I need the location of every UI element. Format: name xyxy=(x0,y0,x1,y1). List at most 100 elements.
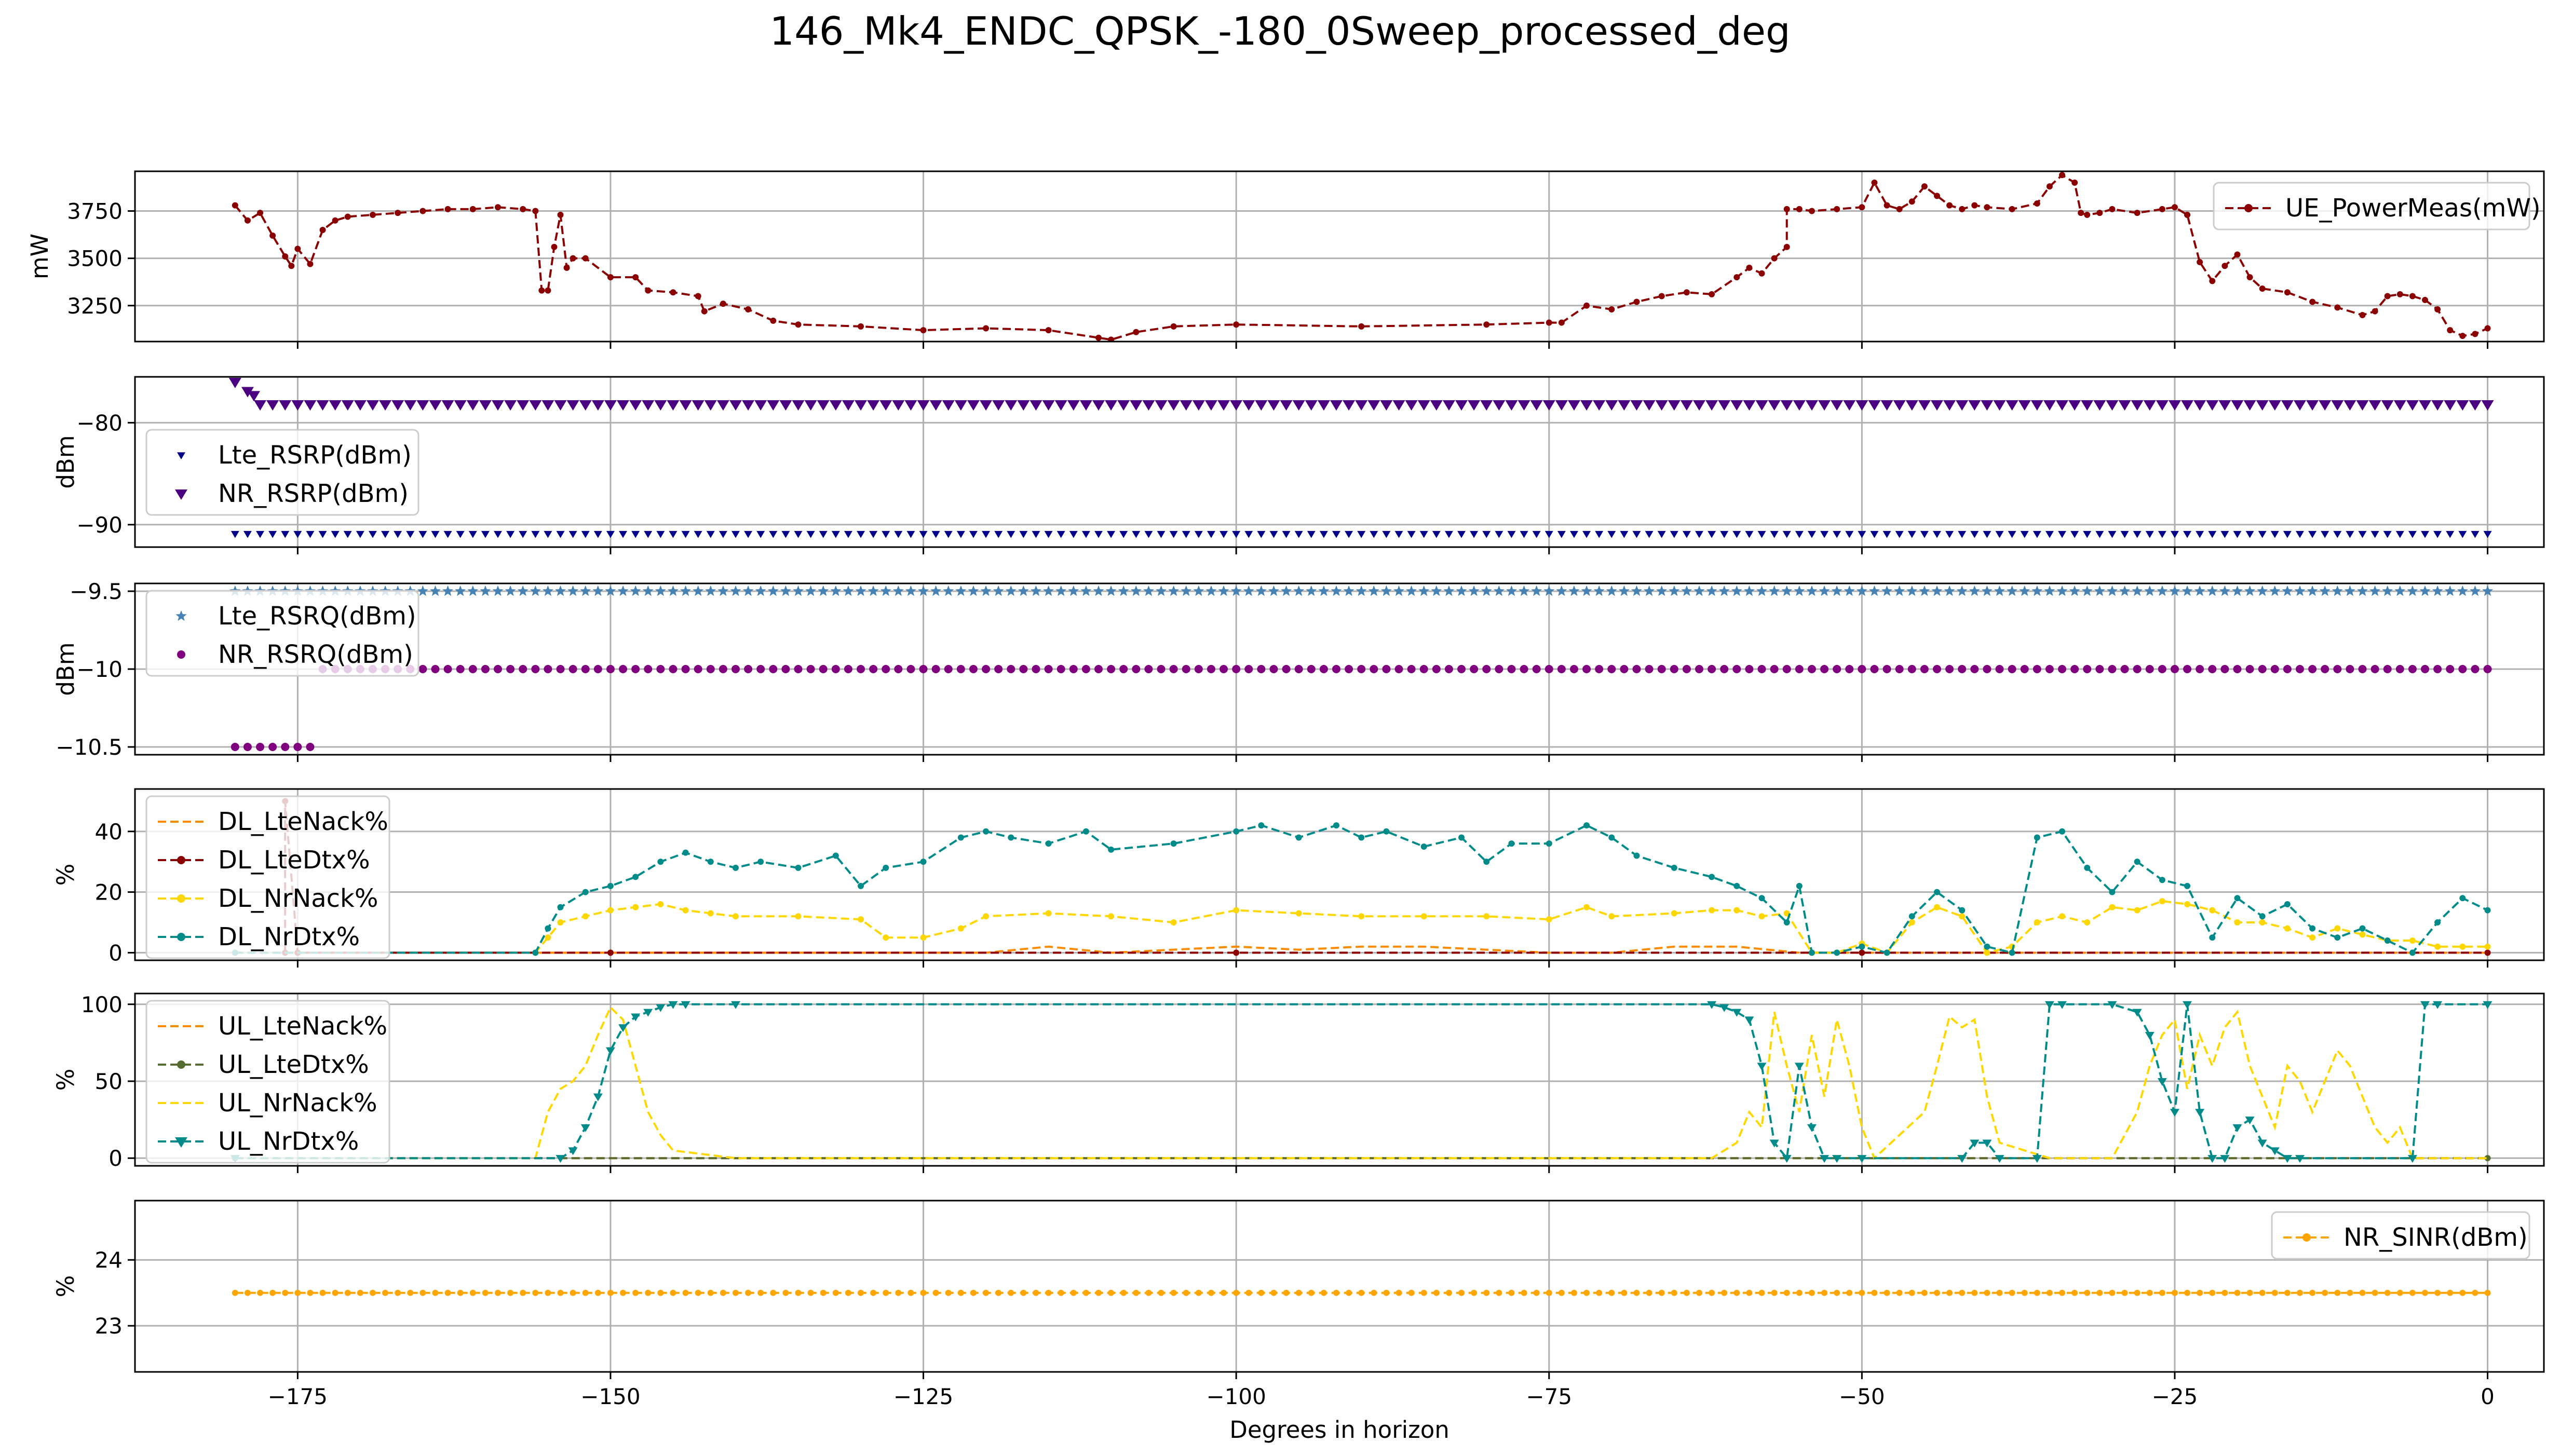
series-nr-sinr-dbm--point xyxy=(632,1289,639,1296)
series-nr-sinr-dbm--point xyxy=(2121,1289,2128,1296)
series-lte-rsrp-dbm--point xyxy=(1207,530,1215,538)
series-lte-rsrp-dbm--point xyxy=(1169,530,1178,538)
series-lte-rsrq-dbm--point xyxy=(580,585,591,596)
series-ue-powermeas-mw--point xyxy=(1959,206,1966,212)
series-dl-nrnack--point xyxy=(1233,907,1240,914)
series-lte-rsrq-dbm--point xyxy=(1543,585,1555,596)
series-nr-rsrp-dbm--point xyxy=(1555,400,1568,411)
series-nr-rsrq-dbm--point xyxy=(882,665,890,673)
series-lte-rsrq-dbm--point xyxy=(1994,585,2006,596)
series-nr-sinr-dbm--point xyxy=(1295,1289,1302,1296)
legend: Lte_RSRP(dBm) NR_RSRP(dBm) xyxy=(145,429,419,516)
series-nr-rsrq-dbm--point xyxy=(744,665,753,673)
series-nr-rsrp-dbm--point xyxy=(517,400,530,411)
series-dl-nrnack--point xyxy=(607,907,614,914)
series-nr-sinr-dbm--point xyxy=(1258,1289,1265,1296)
series-nr-rsrq-dbm--point xyxy=(2270,665,2279,673)
series-dl-nrdtx--point xyxy=(2209,934,2216,941)
series-lte-rsrq-dbm--point xyxy=(730,585,741,596)
series-lte-rsrq-dbm--point xyxy=(1969,585,1980,596)
series-ul-nrdtx--point xyxy=(2245,1117,2255,1125)
series-lte-rsrq-dbm--point xyxy=(2432,585,2443,596)
series-lte-rsrq-dbm--point xyxy=(1518,585,1530,596)
y-tick-label: 40 xyxy=(95,819,123,845)
series-ul-nrdtx--point xyxy=(2107,1001,2117,1009)
series-nr-rsrp-dbm--point xyxy=(341,400,354,411)
series-nr-rsrp-dbm--point xyxy=(2319,400,2332,411)
series-nr-sinr-dbm--point xyxy=(2296,1289,2303,1296)
series-nr-rsrp-dbm--point xyxy=(704,400,717,411)
series-lte-rsrp-dbm--point xyxy=(2383,530,2392,538)
series-ue-powermeas-mw--point xyxy=(1733,274,1740,281)
series-nr-sinr-dbm--point xyxy=(1508,1289,1515,1296)
series-dl-nrnack--point xyxy=(682,907,689,914)
series-nr-rsrq-dbm--point xyxy=(681,665,690,673)
series-dl-nrdtx--point xyxy=(532,949,539,956)
series-lte-rsrq-dbm--point xyxy=(1343,585,1355,596)
series-dl-nrnack--point xyxy=(2059,913,2065,920)
series-nr-rsrp-dbm--point xyxy=(2481,400,2494,411)
series-nr-rsrq-dbm--point xyxy=(1545,665,1553,673)
series-dl-nrdtx--point xyxy=(2384,937,2391,944)
series-lte-rsrq-dbm--point xyxy=(2407,585,2418,596)
series-nr-sinr-dbm--point xyxy=(1270,1289,1277,1296)
series-nr-rsrp-dbm--point xyxy=(554,400,567,411)
series-nr-sinr-dbm--point xyxy=(570,1289,576,1296)
series-nr-sinr-dbm--point xyxy=(1959,1289,1966,1296)
series-dl-nrdtx--point xyxy=(983,828,990,835)
series-nr-rsrp-dbm--point xyxy=(2131,400,2144,411)
series-nr-sinr-dbm--point xyxy=(1233,1289,1240,1296)
series-dl-nrdtx--point xyxy=(1008,834,1014,841)
series-nr-rsrq-dbm--point xyxy=(1081,665,1090,673)
legend-item-dl-nrdtx--marker xyxy=(177,933,185,941)
series-lte-rsrp-dbm--point xyxy=(581,530,590,538)
series-nr-rsrp-dbm--point xyxy=(2106,400,2119,411)
series-nr-rsrp-dbm--point xyxy=(767,400,780,411)
series-lte-rsrq-dbm--point xyxy=(1481,585,1492,596)
series-lte-rsrp-dbm--point xyxy=(1907,530,1916,538)
series-ue-powermeas-mw--point xyxy=(2359,311,2366,318)
series-lte-rsrq-dbm--point xyxy=(517,585,529,596)
subplot-4: 02040%DL_LteNack%DL_LteDtx%DL_NrNack%DL_… xyxy=(52,788,2545,968)
series-lte-rsrp-dbm--point xyxy=(706,530,715,538)
series-nr-rsrq-dbm--point xyxy=(1745,665,1754,673)
series-nr-sinr-dbm--point xyxy=(1570,1289,1577,1296)
series-nr-rsrq-dbm--point xyxy=(2033,665,2041,673)
series-lte-rsrp-dbm--point xyxy=(819,530,828,538)
series-ul-nrdtx--point xyxy=(1732,1009,1742,1017)
series-dl-nrdtx--point xyxy=(1783,919,1790,926)
series-lte-rsrp-dbm--point xyxy=(631,530,640,538)
series-ue-powermeas-mw--point xyxy=(2234,251,2241,258)
series-lte-rsrq-dbm--point xyxy=(492,585,504,596)
series-nr-rsrp-dbm--point xyxy=(404,400,417,411)
series-lte-rsrp-dbm--point xyxy=(1782,530,1791,538)
series-lte-rsrq-dbm--point xyxy=(2482,585,2494,596)
series-lte-rsrp-dbm--point xyxy=(1507,530,1516,538)
series-nr-rsrp-dbm--point xyxy=(1743,400,1756,411)
series-lte-rsrp-dbm--point xyxy=(381,530,390,538)
series-lte-rsrp-dbm--point xyxy=(906,530,915,538)
series-ue-powermeas-mw--point xyxy=(632,274,639,281)
series-lte-rsrp-dbm--point xyxy=(356,530,364,538)
series-nr-sinr-dbm--point xyxy=(1596,1289,1603,1296)
series-nr-sinr-dbm--point xyxy=(757,1289,764,1296)
series-dl-nrnack--point xyxy=(1608,913,1615,920)
series-nr-sinr-dbm--point xyxy=(1633,1289,1640,1296)
series-nr-rsrp-dbm--point xyxy=(2356,400,2369,411)
series-dl-nrdtx--point xyxy=(1233,828,1240,835)
series-ue-powermeas-mw--point xyxy=(269,232,276,239)
series-nr-rsrp-dbm--point xyxy=(2231,400,2244,411)
series-nr-sinr-dbm--point xyxy=(1383,1289,1390,1296)
series-ue-powermeas-mw--point xyxy=(395,210,401,216)
series-nr-rsrq-dbm--point xyxy=(1945,665,1954,673)
series-ue-powermeas-mw--point xyxy=(1045,327,1052,334)
series-lte-rsrp-dbm--point xyxy=(2283,530,2292,538)
series-lte-rsrq-dbm--point xyxy=(2006,585,2018,596)
series-nr-sinr-dbm--point xyxy=(957,1289,964,1296)
series-lte-rsrp-dbm--point xyxy=(756,530,765,538)
series-lte-rsrp-dbm--point xyxy=(2471,530,2480,538)
series-dl-nrdtx--point xyxy=(1045,840,1052,847)
series-nr-rsrp-dbm--point xyxy=(792,400,805,411)
series-lte-rsrp-dbm--point xyxy=(1407,530,1416,538)
series-lte-rsrq-dbm--point xyxy=(968,585,979,596)
